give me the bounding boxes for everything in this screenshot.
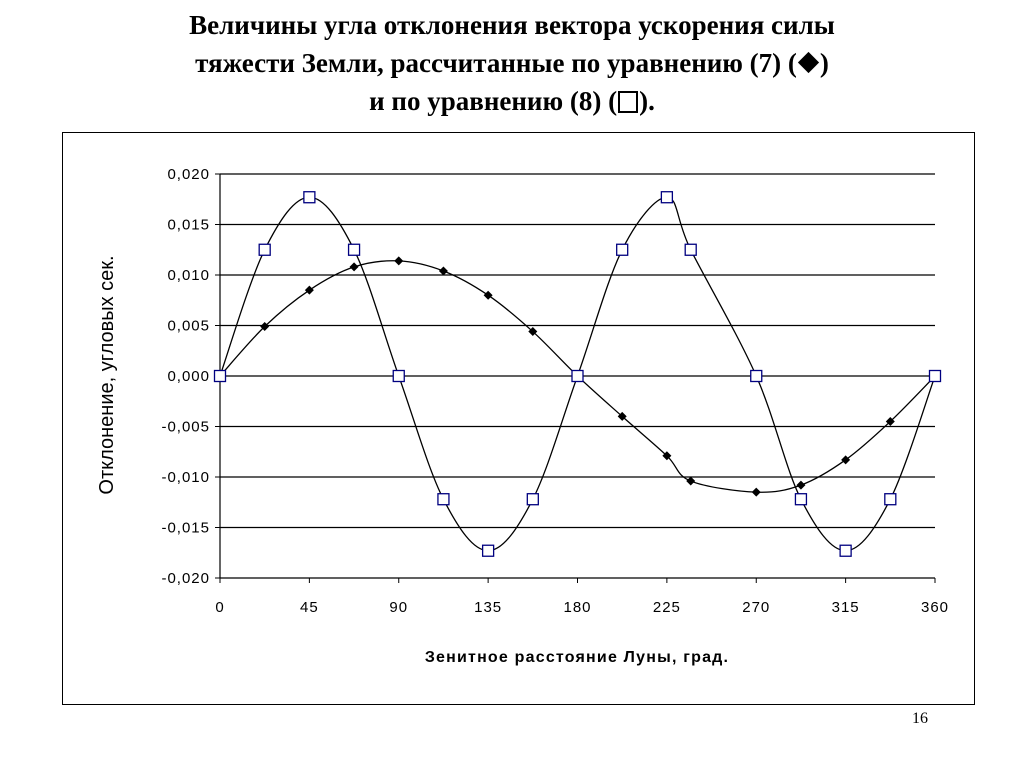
square-point — [794, 493, 808, 506]
y-tick-label: 0,020 — [167, 166, 210, 183]
y-tick-labels: 0,020 0,015 0,010 0,005 0,000 -0,005 -0,010 -0,… — [161, 166, 210, 587]
diamond-point — [617, 411, 627, 421]
x-tick-label: 225 — [653, 599, 681, 616]
square-point — [839, 544, 852, 557]
diamond-point — [260, 322, 270, 332]
diamond-point — [304, 285, 314, 295]
diamond-point — [483, 290, 493, 300]
series-group — [213, 191, 942, 557]
title-line-1: Величины угла отклонения вектора ускорен… — [189, 10, 835, 40]
diamond-point — [841, 455, 851, 465]
diamond-point — [349, 262, 359, 272]
x-tick-label: 45 — [300, 599, 319, 616]
square-point — [258, 243, 271, 256]
title-line-2-close: ) — [819, 48, 829, 78]
y-tick-label: -0,010 — [161, 469, 210, 486]
chart-frame — [62, 132, 975, 705]
x-tick-label: 270 — [742, 599, 770, 616]
x-tick-label: 315 — [832, 599, 860, 616]
square-point — [616, 243, 629, 256]
square-point — [750, 369, 763, 383]
x-tick-label: 180 — [563, 599, 591, 616]
x-axis-label: Зенитное расстояние Луны, град. — [425, 649, 729, 666]
square-point — [392, 369, 405, 383]
diamond-point — [686, 476, 696, 486]
x-tick-labels: 0 45 90 135 180 225 270 315 360 — [215, 599, 949, 616]
title-line-2-text: тяжести Земли, рассчитанные по уравнению… — [195, 48, 797, 78]
x-tick-label: 90 — [389, 599, 408, 616]
square-point — [437, 493, 450, 506]
y-tick-label: 0,000 — [167, 368, 210, 385]
square-marker-icon — [618, 91, 639, 113]
slide-title: Величины угла отклонения вектора ускорен… — [0, 6, 1024, 120]
diamond-point — [751, 487, 761, 497]
square-point — [884, 493, 897, 506]
square-point — [684, 243, 697, 256]
title-line-3-close: ). — [639, 86, 655, 116]
diamond-point — [394, 256, 404, 266]
x-tick-label: 0 — [215, 599, 224, 616]
diamond-point — [662, 451, 672, 461]
square-point — [303, 191, 316, 204]
square-point — [660, 191, 674, 204]
square-point — [526, 493, 539, 506]
square-point — [347, 243, 361, 256]
square-point — [481, 544, 495, 557]
diamond-point — [885, 416, 895, 426]
y-tick-label: -0,015 — [161, 520, 210, 537]
square-point — [571, 369, 584, 383]
square-point — [213, 369, 227, 383]
x-tick-label: 360 — [921, 599, 949, 616]
square-point — [928, 369, 942, 383]
y-tick-label: -0,020 — [161, 570, 210, 587]
title-line-2: тяжести Земли, рассчитанные по уравнению… — [0, 44, 1024, 82]
y-tick-label: 0,010 — [167, 267, 210, 284]
title-line-3-text: и по уравнению (8) ( — [369, 86, 618, 116]
x-tick-label: 135 — [474, 599, 502, 616]
y-tick-label: -0,005 — [161, 419, 210, 436]
diamond-point — [796, 480, 806, 490]
y-tick-label: 0,005 — [167, 318, 210, 335]
diamond-point — [528, 327, 538, 337]
diamond-point — [438, 266, 448, 276]
y-axis-label: Отклонение, угловых сек. — [96, 255, 118, 494]
y-tick-label: 0,015 — [167, 217, 210, 234]
title-line-3: и по уравнению (8) (). — [0, 82, 1024, 120]
page-number: 16 — [912, 710, 928, 727]
